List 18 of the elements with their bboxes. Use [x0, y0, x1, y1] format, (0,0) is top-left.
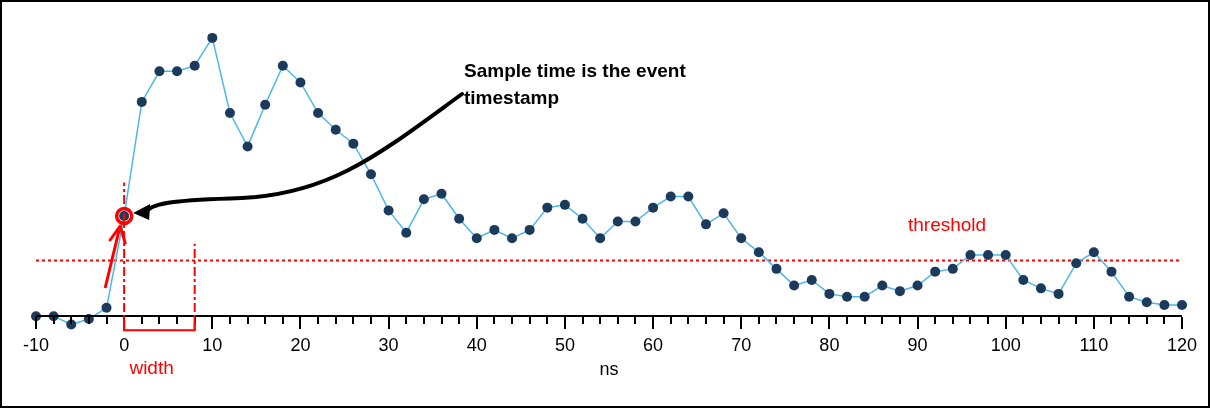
x-tick-label: 0 [119, 334, 130, 355]
x-tick-label: 40 [466, 334, 487, 355]
ref-line-label: threshold [908, 214, 987, 235]
x-tick-label: 120 [1166, 334, 1198, 355]
x-tick-label: 90 [907, 334, 928, 355]
annotation: Sample time is the event timestamp [464, 59, 687, 110]
x-tick-label: 50 [554, 334, 575, 355]
x-tick-label: 60 [643, 334, 664, 355]
x-tick-label: 30 [378, 334, 399, 355]
x-axis-title: ns [599, 359, 619, 380]
x-tick-label: 110 [1079, 334, 1109, 355]
x-tick-label: 10 [202, 334, 223, 355]
text: width [129, 356, 174, 381]
x-tick-label: 80 [819, 334, 840, 355]
x-tick-label: 70 [731, 334, 752, 355]
x-tick-label: -10 [22, 334, 50, 355]
x-tick-label: 20 [290, 334, 311, 355]
x-tick-label: 100 [990, 334, 1021, 355]
